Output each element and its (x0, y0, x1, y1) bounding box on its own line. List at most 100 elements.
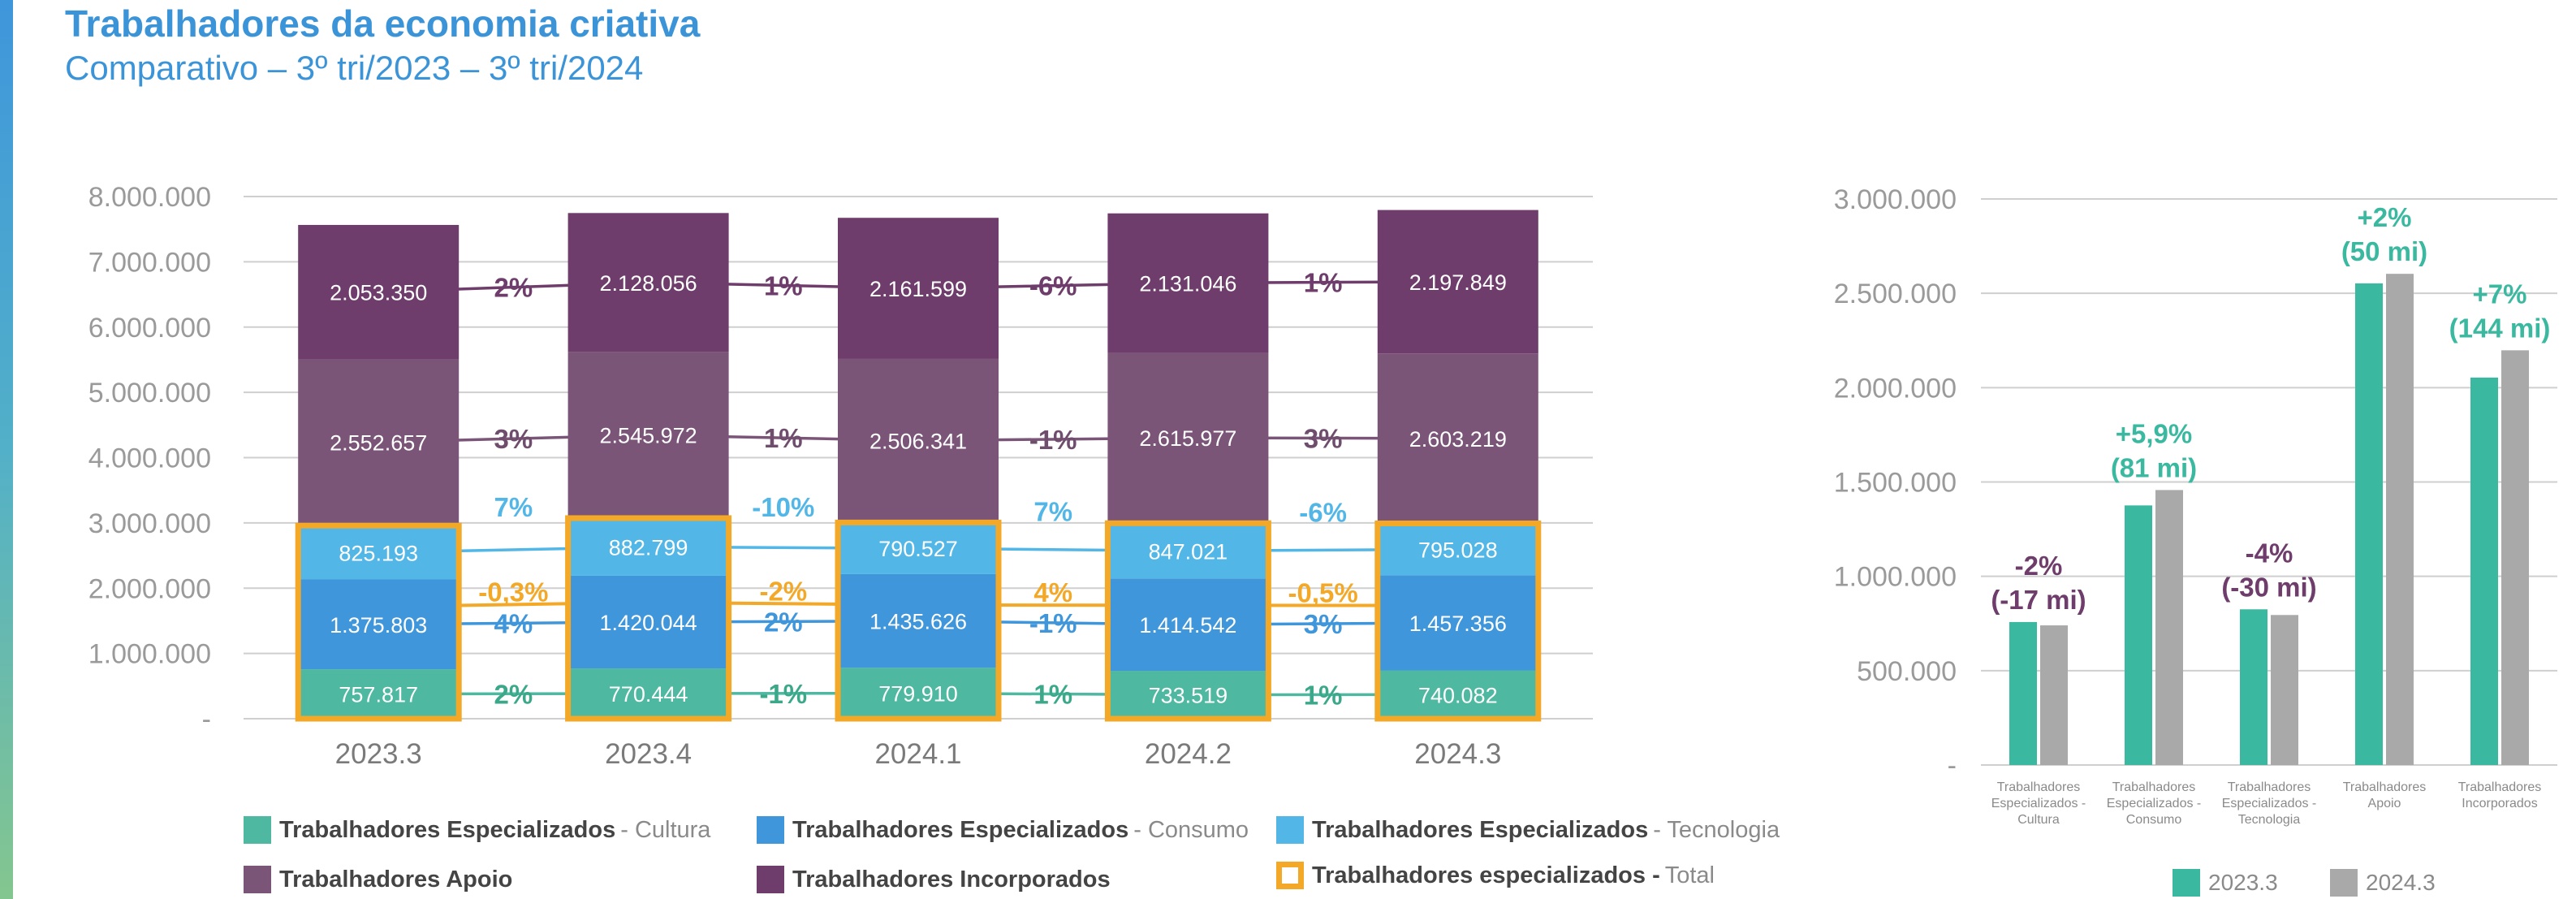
legend-label-bold: Trabalhadores Incorporados (792, 866, 1111, 893)
legend-apoio: Trabalhadores Apoio (244, 866, 512, 893)
bar-incorporados (838, 218, 999, 359)
change-abs-label: (81 mi) (2111, 452, 2197, 482)
y-tick-label: 2.000.000 (88, 573, 211, 604)
legend-label-bold: Trabalhadores Apoio (279, 866, 513, 893)
change-label-total: -2% (759, 576, 807, 606)
bar-consumo (1377, 575, 1538, 671)
bar-tecnologia (567, 517, 729, 576)
bar-incorporados (1377, 210, 1538, 354)
x-tick-label: Apoio (2368, 797, 2401, 810)
x-tick-label: Trabalhadores (2228, 780, 2311, 794)
legend-label-bold: Trabalhadores especializados - (1312, 862, 1660, 888)
bar-tecnologia (298, 525, 460, 580)
change-label-cultura: 1% (1304, 680, 1343, 710)
y-tick-label: 1.000.000 (1834, 562, 1957, 593)
data-label-consumo: 1.414.542 (1139, 613, 1236, 638)
total-specialized-outline (1104, 520, 1271, 722)
bar-incorporados (1107, 213, 1269, 353)
bar-consumo (1107, 578, 1269, 672)
bar-apoio (298, 359, 460, 526)
x-tick-label: Especializados - (2107, 797, 2202, 810)
bar-consumo (298, 579, 460, 670)
x-tick-label: 2023.3 (335, 738, 422, 770)
x-tick-label: 2024.1 (874, 738, 961, 770)
legend-cultura: Trabalhadores Especializados - Cultura (244, 816, 710, 844)
legend-label-bold: Trabalhadores Especializados (792, 816, 1129, 843)
bar-cultura (298, 669, 460, 719)
legend-side-2024: 2024.3 (2330, 869, 2436, 897)
bar-2024-3 (2040, 625, 2068, 765)
y-tick-label: - (1948, 750, 1957, 781)
legend-label-bold: Trabalhadores Especializados (279, 816, 616, 843)
legend-swatch-2023 (2173, 869, 2200, 897)
data-label-cultura: 733.519 (1149, 684, 1228, 708)
bar-2023-3 (2125, 505, 2152, 765)
legend-swatch-2024 (2330, 869, 2358, 897)
bar-tecnologia (1377, 523, 1538, 576)
change-label-consumo: 4% (494, 608, 533, 638)
side-accent-bar (0, 0, 13, 899)
change-label-consumo: 2% (764, 607, 803, 637)
change-label-tecnologia: -10% (752, 492, 814, 522)
legend-swatch-incorporados (757, 866, 784, 893)
bar-2023-3 (2470, 377, 2498, 765)
y-tick-label: 7.000.000 (88, 247, 211, 278)
x-tick-label: 2023.4 (605, 738, 692, 770)
data-label-apoio: 2.506.341 (869, 430, 967, 454)
bar-incorporados (567, 213, 729, 352)
y-tick-label: 2.500.000 (1834, 279, 1957, 309)
legend-side-2023: 2023.3 (2173, 869, 2278, 897)
bar-cultura (567, 668, 729, 719)
page-title: Trabalhadores da economia criativa (65, 2, 701, 45)
change-label-tecnologia: 7% (494, 492, 533, 522)
bar-cultura (1377, 670, 1538, 719)
x-tick-label: 2024.3 (1414, 738, 1501, 770)
change-abs-label: (-30 mi) (2221, 572, 2316, 602)
change-label-incorporados: -6% (1029, 271, 1077, 301)
x-tick-label: Incorporados (2462, 797, 2537, 810)
change-label-cultura: 1% (1033, 680, 1072, 710)
change-label-consumo: 3% (1304, 609, 1343, 639)
total-specialized-outline (295, 522, 462, 722)
total-specialized-outline (565, 515, 732, 722)
x-tick-label: Especializados - (1991, 797, 2086, 810)
legend-swatch-consumo (757, 816, 784, 844)
change-pct-label: +7% (2473, 279, 2527, 309)
change-label-cultura: -1% (759, 679, 807, 709)
bar-apoio (1377, 353, 1538, 524)
legend-label: 2024.3 (2366, 870, 2436, 895)
change-label-total: -0,3% (478, 577, 548, 607)
change-pct-label: +5,9% (2116, 418, 2193, 448)
bar-2024-3 (2501, 350, 2529, 765)
legend-swatch-total (1276, 862, 1304, 889)
legend-swatch-tecnologia (1276, 816, 1304, 844)
legend-label-rest: Total (1664, 862, 1715, 888)
x-tick-label: Consumo (2126, 813, 2182, 827)
y-tick-label: 2.000.000 (1834, 373, 1957, 404)
legend-label-bold: Trabalhadores Especializados (1312, 816, 1649, 843)
data-label-cultura: 740.082 (1418, 683, 1498, 707)
total-specialized-outline (1374, 520, 1542, 722)
data-label-consumo: 1.435.626 (869, 610, 967, 634)
bar-2024-3 (2271, 615, 2298, 765)
change-label-tecnologia: -6% (1299, 497, 1347, 527)
x-tick-label: Tecnologia (2238, 813, 2301, 827)
data-label-tecnologia: 795.028 (1418, 538, 1498, 562)
change-label-consumo: -1% (1029, 608, 1077, 638)
x-tick-label: Trabalhadores (1997, 780, 2081, 794)
bar-consumo (567, 575, 729, 669)
legend-swatch-apoio (244, 866, 271, 893)
change-label-incorporados: 1% (1304, 268, 1343, 298)
bar-2024-3 (2155, 490, 2183, 765)
bar-2024-3 (2386, 274, 2414, 766)
data-label-apoio: 2.545.972 (600, 424, 697, 448)
data-label-incorporados: 2.128.056 (600, 271, 697, 296)
change-label-total: -0,5% (1288, 577, 1357, 607)
bar-tecnologia (838, 522, 999, 574)
bar-apoio (1107, 352, 1269, 524)
bar-cultura (838, 668, 999, 719)
data-label-tecnologia: 882.799 (609, 535, 688, 560)
stacked-bar-chart: - 1.000.000 2.000.000 3.000.000 4.000.000 5.0… (88, 182, 1593, 770)
change-pct-label: -2% (2015, 551, 2063, 581)
